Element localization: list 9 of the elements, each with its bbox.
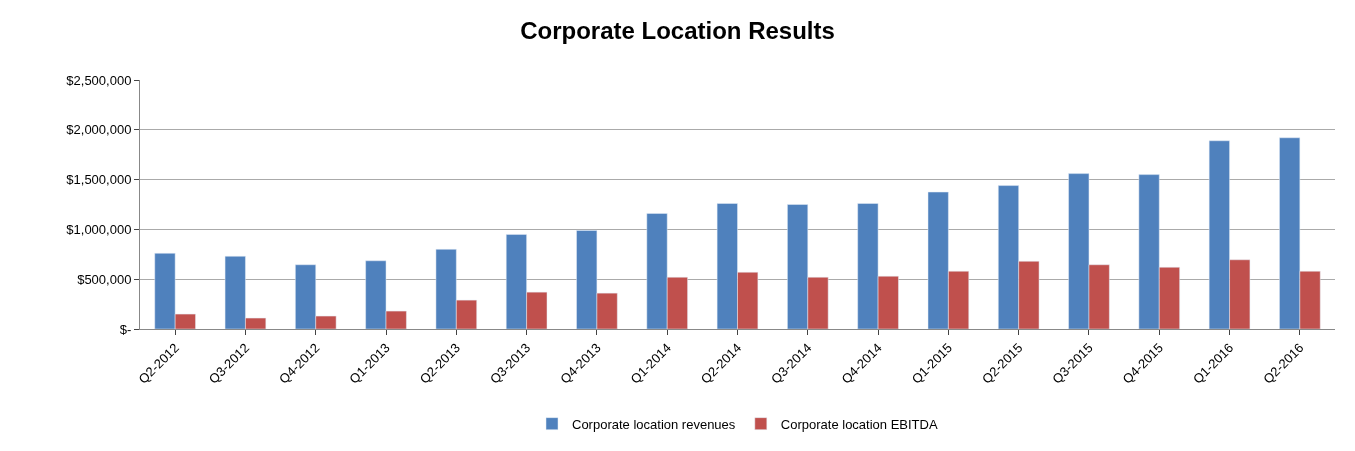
legend-label: Corporate location EBITDA [780, 416, 938, 432]
y-tick-label: $2,500,000 [66, 72, 132, 88]
y-tick-label: $- [119, 321, 132, 337]
y-tick-label: $1,500,000 [66, 172, 132, 188]
y-tick-label: $500,000 [77, 271, 132, 287]
chart-title: Corporate Location Results [520, 17, 835, 45]
legend-label: Corporate location revenues [572, 416, 736, 432]
y-tick-label: $1,000,000 [66, 221, 132, 237]
y-tick-label: $2,000,000 [66, 122, 132, 138]
